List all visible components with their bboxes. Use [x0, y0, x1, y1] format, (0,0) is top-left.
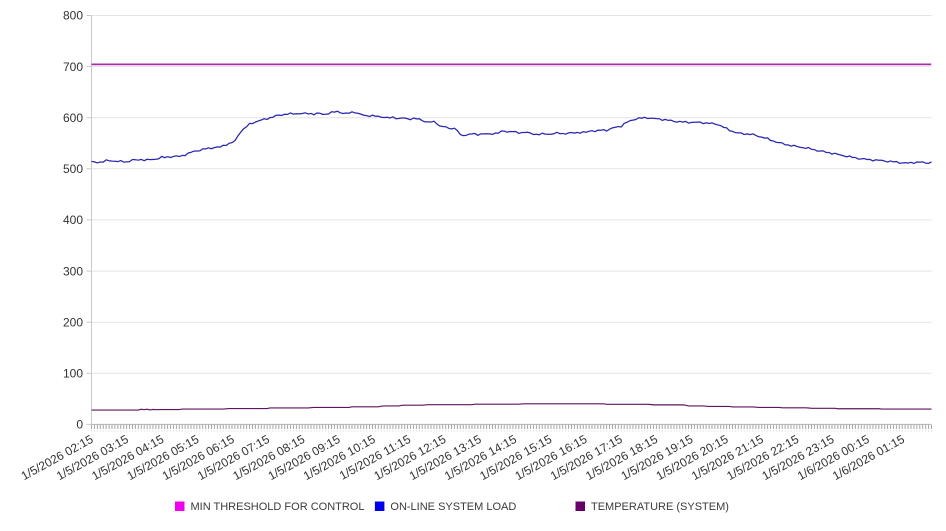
svg-text:200: 200: [63, 315, 83, 329]
svg-text:500: 500: [63, 162, 83, 176]
svg-text:ON-LINE SYSTEM LOAD: ON-LINE SYSTEM LOAD: [390, 501, 516, 513]
svg-text:700: 700: [63, 60, 83, 74]
svg-text:600: 600: [63, 111, 83, 125]
svg-text:MIN THRESHOLD FOR CONTROL: MIN THRESHOLD FOR CONTROL: [191, 501, 365, 513]
svg-text:400: 400: [63, 213, 83, 227]
svg-text:300: 300: [63, 264, 83, 278]
svg-text:0: 0: [76, 418, 83, 432]
svg-text:100: 100: [63, 367, 83, 381]
svg-text:800: 800: [63, 9, 83, 23]
svg-text:TEMPERATURE (SYSTEM): TEMPERATURE (SYSTEM): [591, 501, 729, 513]
